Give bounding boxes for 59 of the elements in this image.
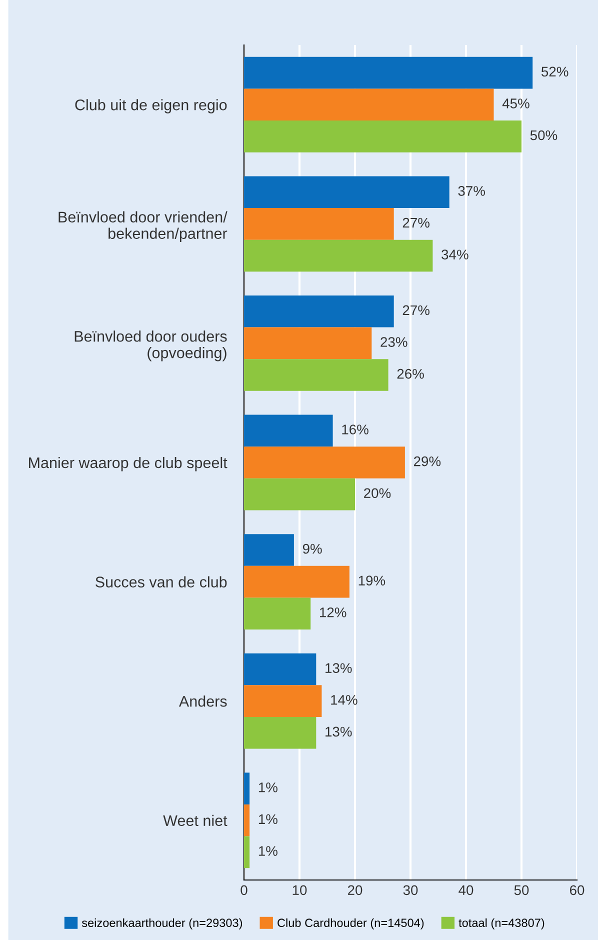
x-tick-label: 30 <box>403 885 418 896</box>
y-tick-label: Anders <box>178 696 227 707</box>
data-label: 13% <box>326 663 352 673</box>
x-tick-label: 10 <box>292 885 307 896</box>
bar <box>244 836 250 868</box>
bar <box>244 296 394 328</box>
x-tick-label: 50 <box>514 885 529 896</box>
bar <box>244 446 405 478</box>
bar <box>244 534 294 566</box>
bar <box>244 598 311 630</box>
y-tick-label: Weet niet <box>163 814 228 826</box>
y-tick-label: Club uit de eigen regio <box>75 99 227 114</box>
data-label: 27% <box>402 218 430 228</box>
bar <box>244 327 372 360</box>
data-label: 13% <box>326 726 352 737</box>
data-label: 1% <box>258 846 278 856</box>
data-label: 16% <box>342 424 368 434</box>
legend-label: seizoenkaarthouder (n=29303) <box>82 918 242 930</box>
data-label: 1% <box>258 782 278 792</box>
bar <box>244 176 450 208</box>
data-label: 50% <box>530 130 558 140</box>
bar <box>244 414 333 447</box>
y-tick-label: Succes van de club <box>96 576 227 588</box>
data-label: 26% <box>397 368 424 379</box>
data-label: 14% <box>331 695 358 705</box>
y-tick-label: Beïnvloed door ouders (opvoeding) <box>74 330 227 362</box>
bar <box>244 478 355 510</box>
y-tick-label: Beïnvloed door vrienden/ bekenden/partner <box>58 211 228 242</box>
x-tick-label: 0 <box>240 885 248 896</box>
data-label: 29% <box>414 456 441 466</box>
bar <box>244 685 322 717</box>
data-label: 52% <box>541 66 568 77</box>
data-label: 27% <box>402 305 430 316</box>
bar <box>244 240 433 272</box>
bar <box>244 359 388 391</box>
bar <box>244 772 250 804</box>
bar <box>244 653 316 686</box>
x-tick-label: 60 <box>570 885 584 896</box>
bar <box>244 88 494 121</box>
x-tick-label: 20 <box>348 885 362 896</box>
data-label: 23% <box>380 337 408 347</box>
bar <box>244 56 533 89</box>
bar <box>244 208 394 240</box>
bar <box>244 120 522 152</box>
data-label: 12% <box>320 607 346 618</box>
data-label: 19% <box>358 576 386 586</box>
data-label: 37% <box>458 186 485 196</box>
data-label: 1% <box>258 814 278 824</box>
legend-label: Club Cardhouder (n=14504) <box>278 918 424 930</box>
bar <box>244 566 350 598</box>
bar <box>244 804 250 836</box>
data-label: 34% <box>442 250 468 260</box>
y-tick-label: Manier waarop de club speelt <box>29 456 228 472</box>
data-label: 20% <box>364 488 391 498</box>
data-label: 45% <box>502 98 530 108</box>
data-label: 9% <box>302 544 322 554</box>
legend-label: totaal (n=43807) <box>458 918 544 930</box>
bar <box>244 716 316 749</box>
x-tick-label: 40 <box>458 885 474 896</box>
